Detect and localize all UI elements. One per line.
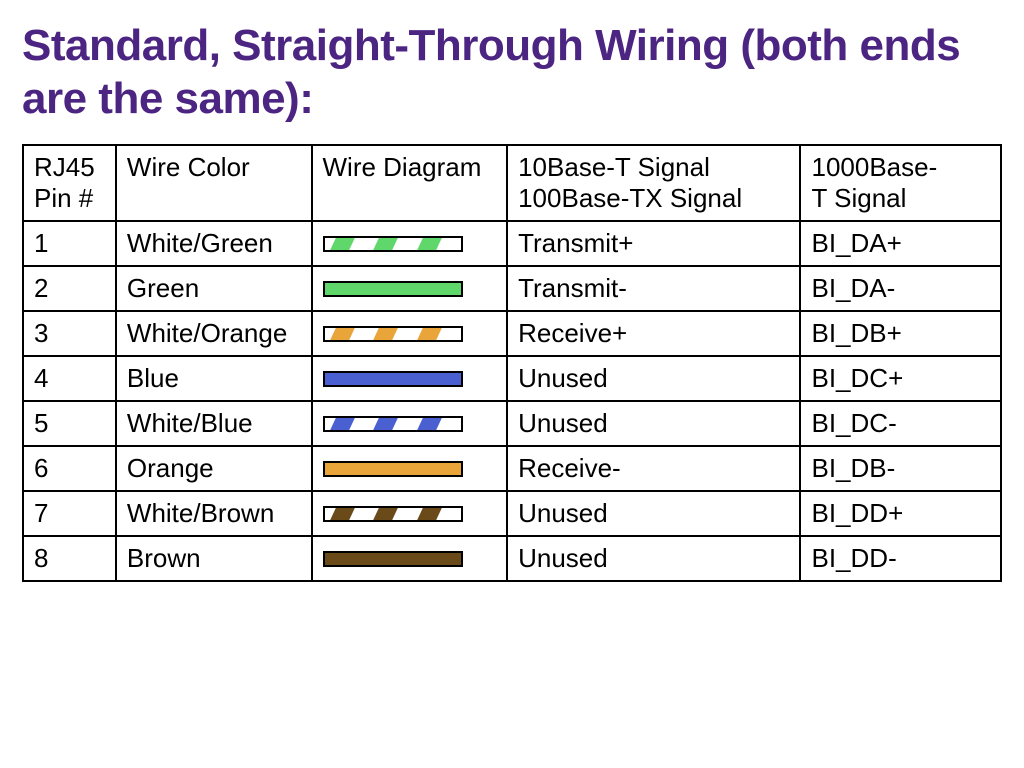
cell-pin: 7 [23,491,116,536]
table-row: 7White/Brown UnusedBI_DD+ [23,491,1001,536]
cell-1000base-signal: BI_DB+ [800,311,1001,356]
header-color: Wire Color [116,145,312,221]
table-header-row: RJ45 Pin # Wire Color Wire Diagram 10Bas… [23,145,1001,221]
cell-1000base-signal: BI_DB- [800,446,1001,491]
wire-swatch [323,281,463,297]
header-pin-line2: Pin # [34,183,93,213]
wire-swatch [323,461,463,477]
cell-10base-signal: Unused [507,401,800,446]
table-row: 8Brown UnusedBI_DD- [23,536,1001,581]
cell-wire-color: Green [116,266,312,311]
cell-1000base-signal: BI_DC+ [800,356,1001,401]
cell-pin: 8 [23,536,116,581]
table-row: 1White/Green Transmit+BI_DA+ [23,221,1001,266]
cell-1000base-signal: BI_DA- [800,266,1001,311]
cell-pin: 4 [23,356,116,401]
cell-wire-color: White/Green [116,221,312,266]
cell-wire-diagram [312,536,508,581]
header-diagram-line1: Wire Diagram [323,152,482,182]
cell-wire-diagram [312,401,508,446]
cell-pin: 3 [23,311,116,356]
wiring-table: RJ45 Pin # Wire Color Wire Diagram 10Bas… [22,144,1002,582]
header-1000base-line1: 1000Base- [811,152,937,182]
cell-wire-color: Blue [116,356,312,401]
table-row: 3White/Orange Receive+BI_DB+ [23,311,1001,356]
table-row: 5White/Blue UnusedBI_DC- [23,401,1001,446]
header-pin-line1: RJ45 [34,152,95,182]
wire-swatch [323,326,463,342]
cell-10base-signal: Receive- [507,446,800,491]
cell-wire-color: White/Orange [116,311,312,356]
cell-10base-signal: Unused [507,491,800,536]
wire-swatch [323,416,463,432]
header-color-line1: Wire Color [127,152,250,182]
cell-wire-color: White/Brown [116,491,312,536]
cell-wire-color: Orange [116,446,312,491]
cell-10base-signal: Unused [507,356,800,401]
cell-wire-diagram [312,356,508,401]
cell-10base-signal: Unused [507,536,800,581]
cell-1000base-signal: BI_DA+ [800,221,1001,266]
cell-wire-diagram [312,266,508,311]
header-1000base-line2: T Signal [811,183,906,213]
wire-swatch [323,371,463,387]
header-10base-line1: 10Base-T Signal [518,152,710,182]
cell-wire-diagram [312,311,508,356]
cell-wire-diagram [312,221,508,266]
cell-1000base-signal: BI_DD+ [800,491,1001,536]
table-row: 2Green Transmit-BI_DA- [23,266,1001,311]
cell-wire-color: White/Blue [116,401,312,446]
header-1000base: 1000Base- T Signal [800,145,1001,221]
table-row: 4Blue UnusedBI_DC+ [23,356,1001,401]
cell-pin: 1 [23,221,116,266]
header-diagram: Wire Diagram [312,145,508,221]
cell-10base-signal: Transmit+ [507,221,800,266]
cell-wire-diagram [312,491,508,536]
cell-pin: 6 [23,446,116,491]
wire-swatch [323,236,463,252]
cell-1000base-signal: BI_DC- [800,401,1001,446]
cell-wire-color: Brown [116,536,312,581]
cell-pin: 2 [23,266,116,311]
wire-swatch [323,551,463,567]
wire-swatch [323,506,463,522]
cell-wire-diagram [312,446,508,491]
header-10base-line2: 100Base-TX Signal [518,183,742,213]
cell-10base-signal: Transmit- [507,266,800,311]
cell-pin: 5 [23,401,116,446]
header-pin: RJ45 Pin # [23,145,116,221]
cell-10base-signal: Receive+ [507,311,800,356]
header-10base: 10Base-T Signal 100Base-TX Signal [507,145,800,221]
slide-title: Standard, Straight-Through Wiring (both … [22,20,1002,126]
cell-1000base-signal: BI_DD- [800,536,1001,581]
table-row: 6Orange Receive-BI_DB- [23,446,1001,491]
